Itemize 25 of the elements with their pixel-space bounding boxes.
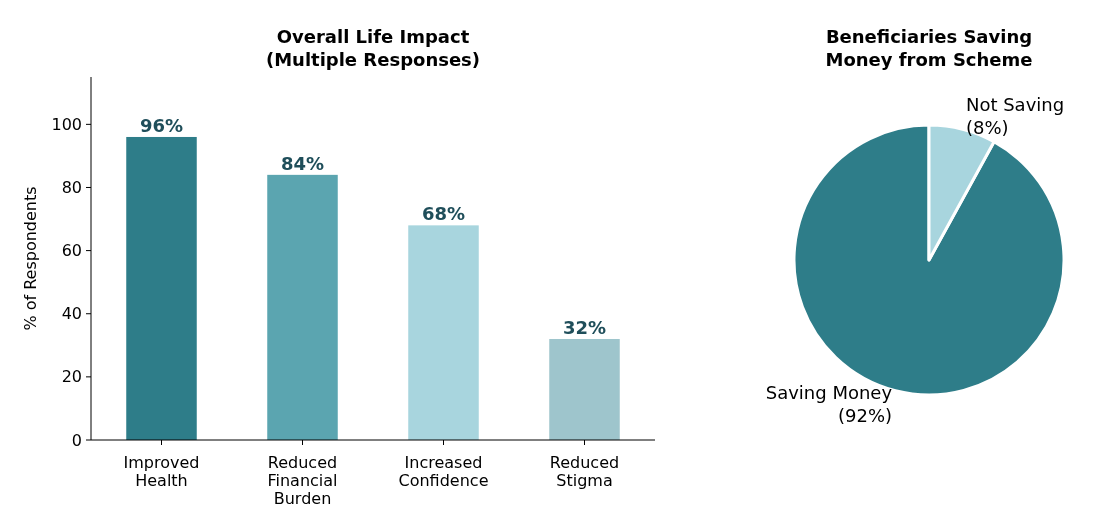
bar [126,136,197,440]
x-tick-label: Improved Health [123,453,200,490]
y-tick-label: 40 [61,304,82,324]
y-tick-label: 0 [71,430,82,450]
data-label: 96% [139,114,184,136]
chart-title: Overall Life Impact (Multiple Responses) [265,26,481,70]
x-tick-label: Reduced Financial Burden [267,453,338,508]
x-tick-label: Reduced Stigma [549,453,620,490]
bar [408,225,479,440]
data-label: (8%) [965,116,1009,138]
data-label: 68% [421,203,466,225]
slice-label: Saving Money [765,381,893,403]
y-tick-label: 60 [61,241,82,261]
x-tick-label: Increased Confidence [398,453,489,490]
bar [267,174,338,440]
y-tick-label: 20 [61,367,82,387]
bar [549,338,620,440]
y-tick-label: 100 [51,114,82,134]
data-label: (92%) [838,404,893,426]
y-axis-title: % of Respondents [21,186,40,331]
y-tick-label: 80 [61,178,82,198]
slice-label: Not Saving [965,93,1065,115]
data-label: 84% [280,152,325,174]
chart-title: Beneficiaries Saving Money from Scheme [825,26,1033,70]
data-label: 32% [562,316,607,338]
